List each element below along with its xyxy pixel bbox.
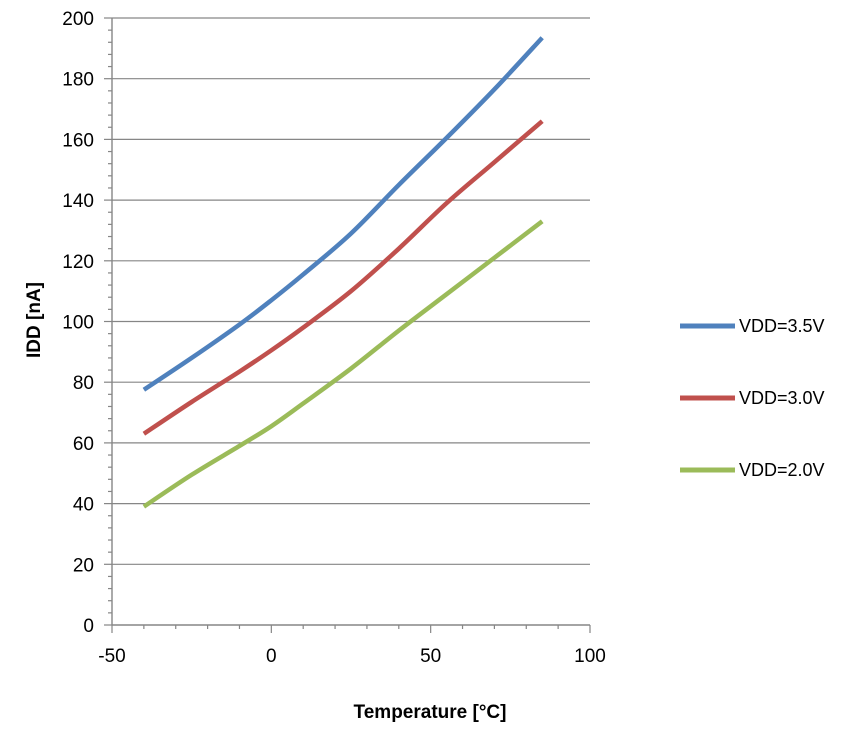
y-tick-label: 20 [73, 555, 94, 576]
y-tick-label: 160 [62, 130, 94, 151]
x-tick-label: -50 [98, 646, 125, 667]
y-tick-label: 40 [73, 495, 94, 516]
gridlines [112, 17, 590, 565]
y-tick-label: 100 [62, 313, 94, 334]
y-tick-label: 80 [73, 373, 94, 394]
series-line-vdd-3-5v [142, 36, 544, 392]
x-tick-label: 50 [420, 646, 441, 667]
y-axis-title: IDD [nA] [24, 282, 45, 358]
series-line-vdd-3-0v [142, 119, 544, 436]
legend-label-vdd-3-0v: VDD=3.0V [739, 388, 825, 408]
x-tick-label: 0 [266, 646, 277, 667]
y-tick-label: 60 [73, 434, 94, 455]
legend: VDD=3.5V VDD=3.0V VDD=2.0V [680, 316, 825, 480]
legend-label-vdd-2-0v: VDD=2.0V [739, 460, 825, 480]
y-tick-label: 200 [62, 9, 94, 30]
x-tick-label: 100 [574, 646, 606, 667]
x-axis-title: Temperature [°C] [354, 702, 507, 723]
y-tick-label: 180 [62, 70, 94, 91]
y-tick-label: 140 [62, 191, 94, 212]
series-line-vdd-2-0v [142, 219, 544, 509]
legend-label-vdd-3-5v: VDD=3.5V [739, 316, 825, 336]
y-tick-label: 0 [83, 616, 94, 637]
y-tick-label: 120 [62, 252, 94, 273]
series-lines [142, 36, 544, 509]
